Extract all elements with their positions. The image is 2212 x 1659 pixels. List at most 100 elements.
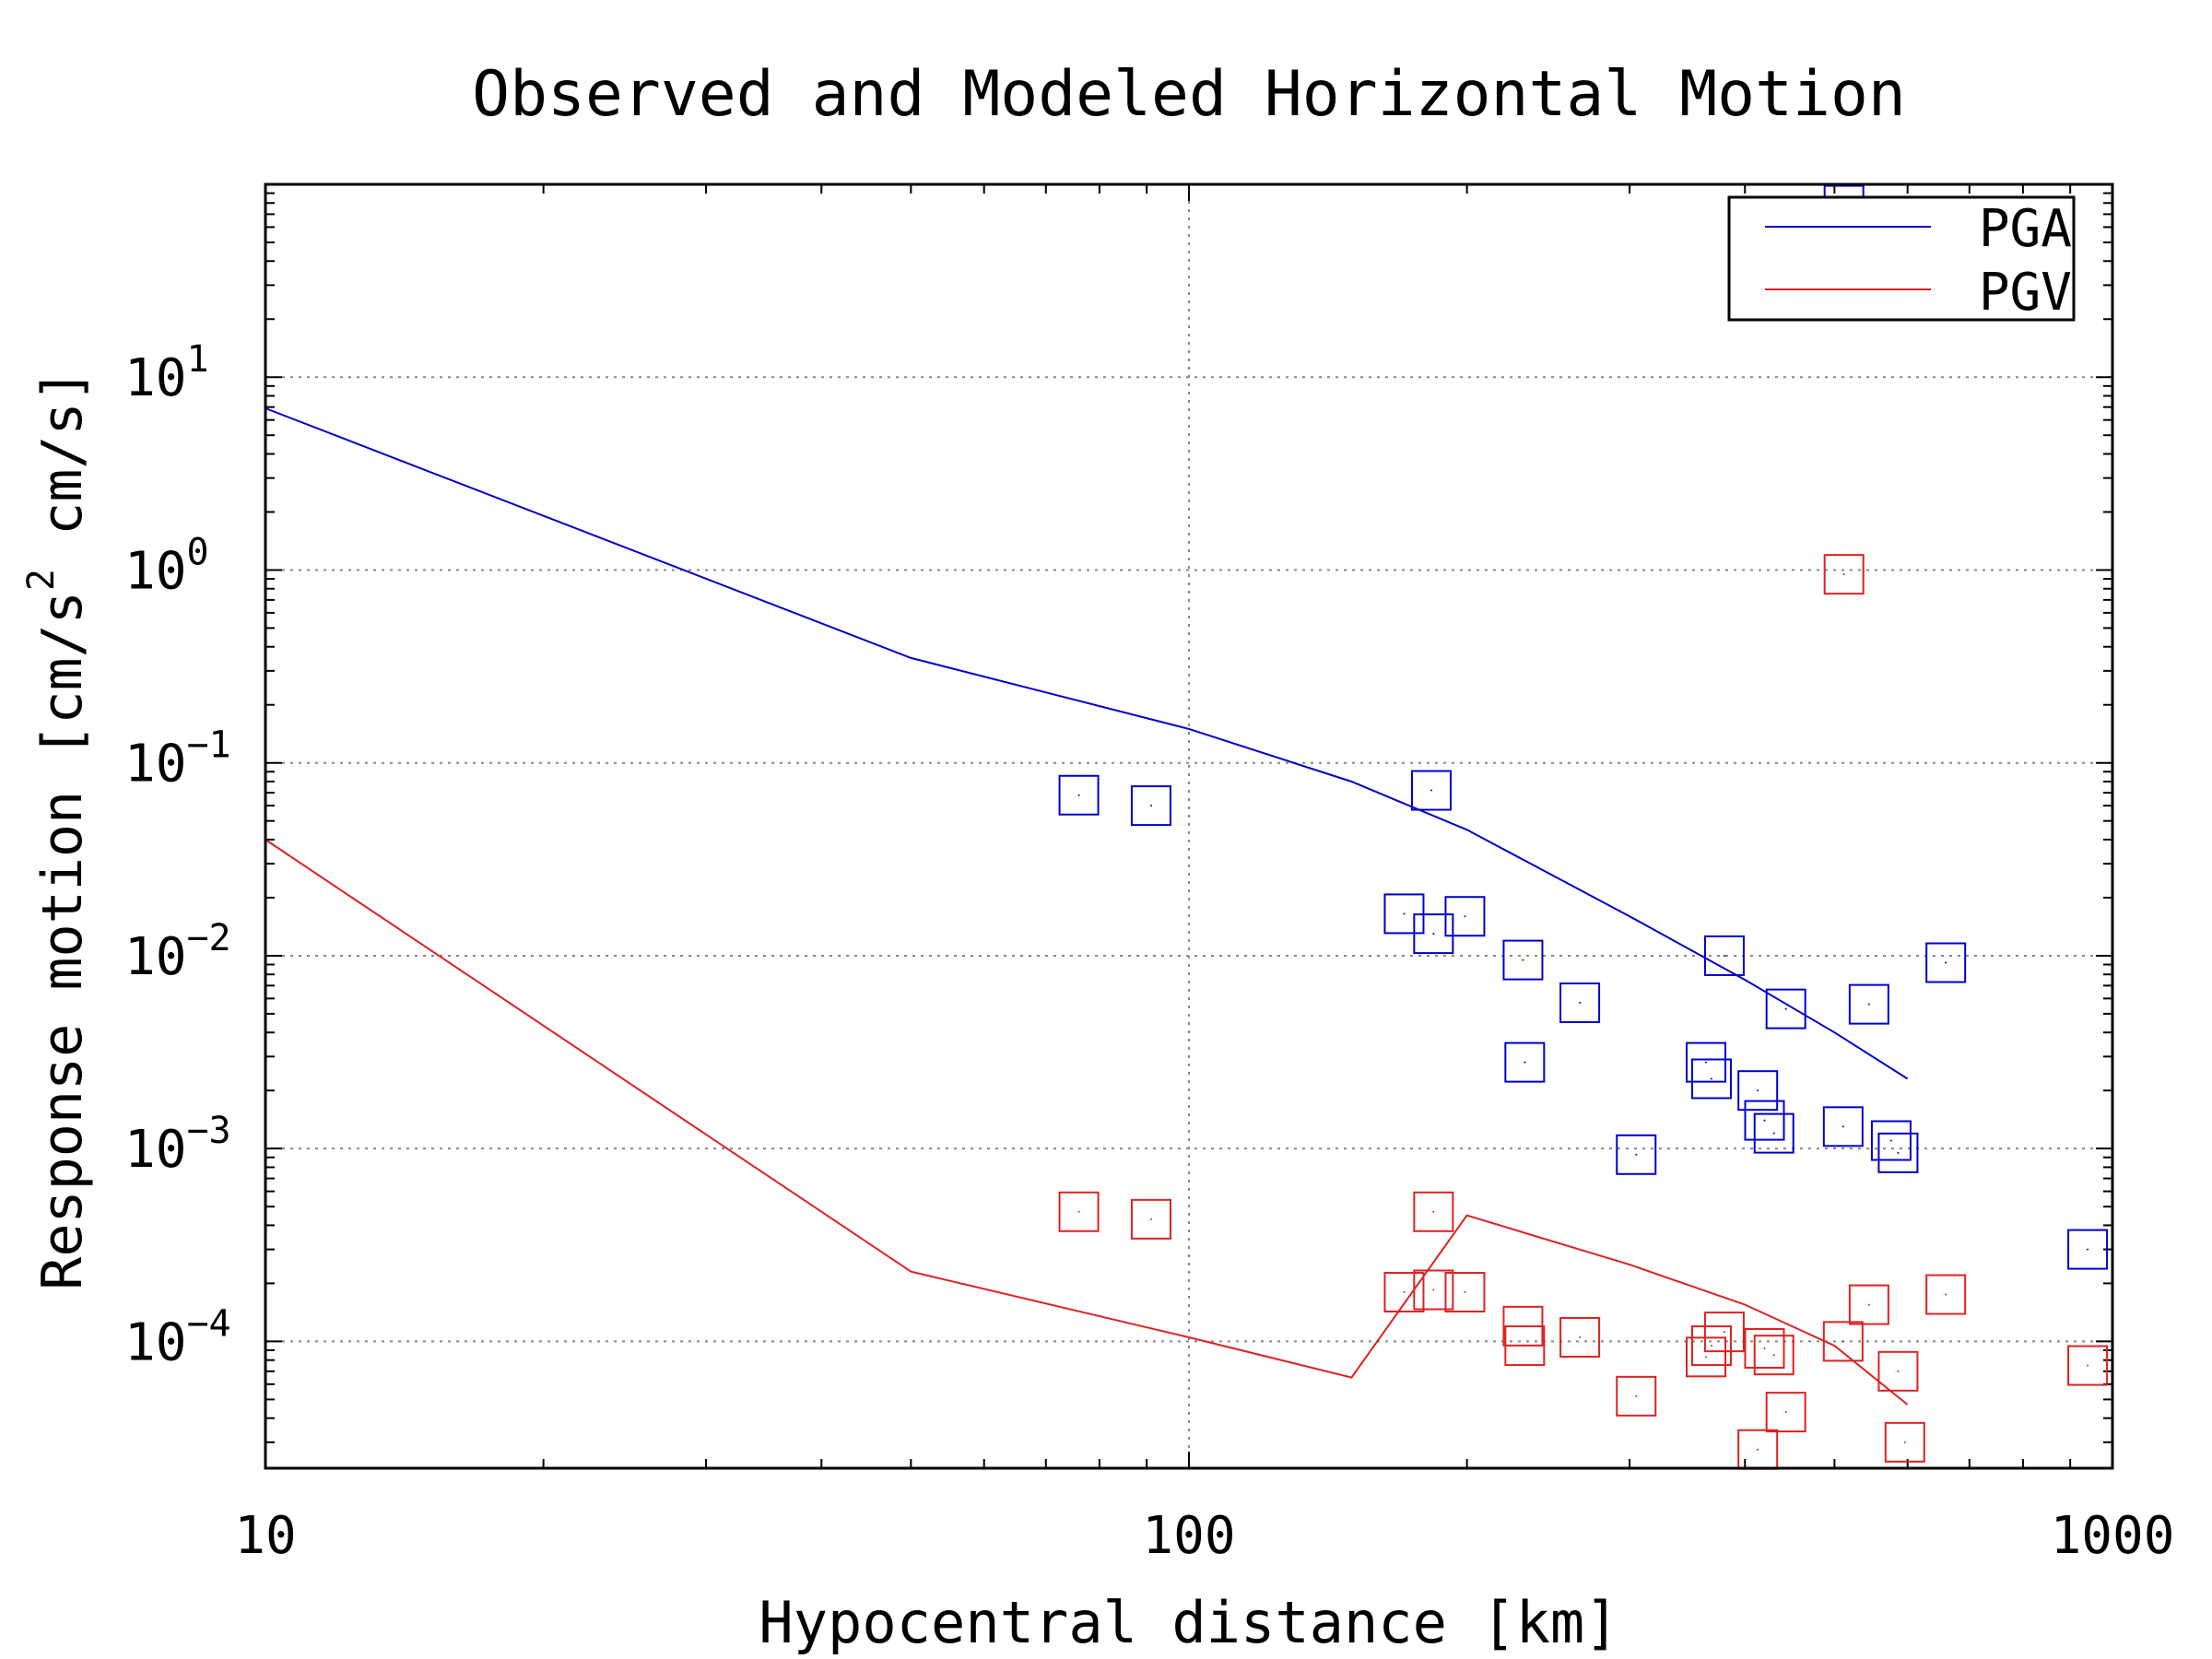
pga-observed-marker	[1737, 1070, 1779, 1112]
y-tick-label-base: 10	[124, 1312, 186, 1372]
legend: PGA PGV	[1727, 195, 2076, 323]
pgv-observed-dot	[1784, 1411, 1787, 1414]
x-tick-label: 100	[1142, 1506, 1235, 1566]
pgv-model-line	[265, 839, 1909, 1406]
pga-observed-marker	[1616, 1134, 1657, 1175]
pgv-observed-marker	[1504, 1325, 1546, 1367]
pga-observed-dot	[1763, 1119, 1766, 1122]
pga-observed-dot	[1784, 1007, 1787, 1010]
pga-observed-marker	[1410, 770, 1452, 811]
x-tick-label: 1000	[2051, 1506, 2175, 1566]
pgv-observed-marker	[1444, 1271, 1486, 1312]
pgv-observed-marker	[1925, 1274, 1967, 1315]
pga-observed-dot	[1757, 1089, 1759, 1092]
pgv-observed-dot	[1635, 1394, 1638, 1397]
y-tick-label-base: 10	[124, 541, 186, 601]
pga-observed-marker	[1765, 988, 1806, 1030]
x-tick-labels: 10 100 1000	[234, 1506, 2174, 1566]
pgv-observed-marker	[1884, 1421, 1925, 1463]
pgv-observed-dot	[1841, 1340, 1844, 1343]
pgv-observed-marker	[1877, 1350, 1919, 1392]
pga-observed-marker	[1058, 774, 1100, 816]
pga-observed-marker	[1877, 1132, 1919, 1173]
y-tick-label-exponent: −1	[186, 724, 230, 767]
pgv-observed-dot	[1077, 1210, 1080, 1213]
pgv-observed-marker	[1765, 1392, 1806, 1433]
pgv-observed-marker	[1130, 1198, 1171, 1240]
y-tick-label: 10−4	[124, 1302, 231, 1372]
pgv-observed-marker	[1822, 1321, 1864, 1362]
pga-observed-dot	[1524, 1061, 1526, 1064]
x-axis-label: Hypocentral distance [km]	[759, 1589, 1618, 1656]
pgv-observed-dot	[1757, 1448, 1759, 1451]
pga-observed-dot	[1705, 1061, 1708, 1064]
y-axis-label-main: Response motion [cm/s	[30, 591, 95, 1290]
grid-lines	[265, 184, 2112, 1468]
pgv-observed-dot	[1464, 1290, 1466, 1293]
pga-observed-dot	[1403, 912, 1406, 915]
plot-frame	[264, 182, 2114, 1470]
pgv-observed-dot	[1723, 1331, 1725, 1334]
pgv-observed-marker	[1823, 554, 1865, 595]
pga-observed-dot	[1867, 1003, 1870, 1006]
pgv-observed-marker	[1848, 1284, 1889, 1325]
pga-observed-dot	[1430, 789, 1432, 792]
observed-points	[1058, 184, 2109, 1470]
pga-observed-marker	[1822, 1106, 1864, 1147]
pgv-observed-marker	[1686, 1336, 1727, 1378]
pga-observed-dot	[1841, 1125, 1844, 1128]
pgv-observed-dot	[1432, 1210, 1435, 1213]
pgv-observed-marker	[1703, 1312, 1745, 1353]
pgv-observed-marker	[2067, 1345, 2109, 1386]
pga-observed-marker	[2067, 1229, 2109, 1270]
pgv-observed-dot	[1763, 1347, 1766, 1349]
pga-observed-dot	[1464, 915, 1466, 918]
minor-ticks	[265, 183, 2112, 1468]
pgv-observed-dot	[1897, 1370, 1900, 1372]
y-tick-label-base: 10	[124, 348, 186, 408]
y-tick-label-base: 10	[124, 927, 186, 987]
pga-observed-dot	[1432, 933, 1435, 935]
pgv-observed-marker	[1559, 1316, 1601, 1358]
pgv-observed-marker	[1058, 1191, 1100, 1232]
y-axis-label-rest: cm/s]	[30, 369, 95, 569]
y-tick-label: 10−3	[124, 1110, 231, 1180]
pgv-observed-marker	[1744, 1327, 1785, 1369]
y-axis-label: Response motion [cm/s2 cm/s]	[20, 369, 95, 1289]
pgv-observed-dot	[1772, 1354, 1775, 1357]
pga-observed-marker	[1559, 982, 1601, 1024]
model-lines	[265, 407, 1909, 1406]
pga-observed-dot	[1723, 954, 1725, 957]
pga-observed-marker	[1744, 1100, 1785, 1141]
pgv-observed-dot	[1579, 1335, 1582, 1338]
pgv-observed-dot	[1945, 1293, 1947, 1296]
pgv-observed-marker	[1753, 1335, 1794, 1376]
pga-observed-marker	[1753, 1112, 1794, 1154]
pga-observed-dot	[1635, 1153, 1638, 1156]
pga-observed-dot	[1772, 1132, 1775, 1135]
y-tick-label-exponent: −4	[186, 1302, 230, 1345]
y-axis-label-sup: 2	[20, 569, 63, 591]
pga-model-line	[265, 407, 1909, 1080]
pgv-observed-dot	[1403, 1290, 1406, 1293]
legend-pgv-label: PGV	[1979, 263, 2072, 323]
pga-observed-marker	[1504, 1041, 1546, 1083]
pga-observed-marker	[1690, 1058, 1732, 1100]
y-tick-label-exponent: −2	[186, 917, 230, 959]
pga-observed-marker	[1848, 983, 1889, 1025]
legend-box	[1727, 195, 2076, 322]
pga-observed-dot	[1889, 1139, 1892, 1142]
pga-observed-dot	[1579, 1002, 1582, 1005]
pgv-observed-dot	[1705, 1356, 1708, 1359]
x-tick-label: 10	[234, 1506, 296, 1566]
pgv-observed-marker	[1413, 1269, 1454, 1311]
legend-pga-label: PGA	[1979, 199, 2072, 259]
pgv-observed-dot	[1867, 1303, 1870, 1306]
pgv-observed-marker	[1413, 1191, 1454, 1232]
pgv-observed-dot	[1524, 1345, 1526, 1347]
y-tick-label-exponent: 0	[186, 531, 208, 573]
pgv-observed-dot	[1149, 1218, 1152, 1220]
y-tick-label: 10−1	[124, 724, 231, 794]
